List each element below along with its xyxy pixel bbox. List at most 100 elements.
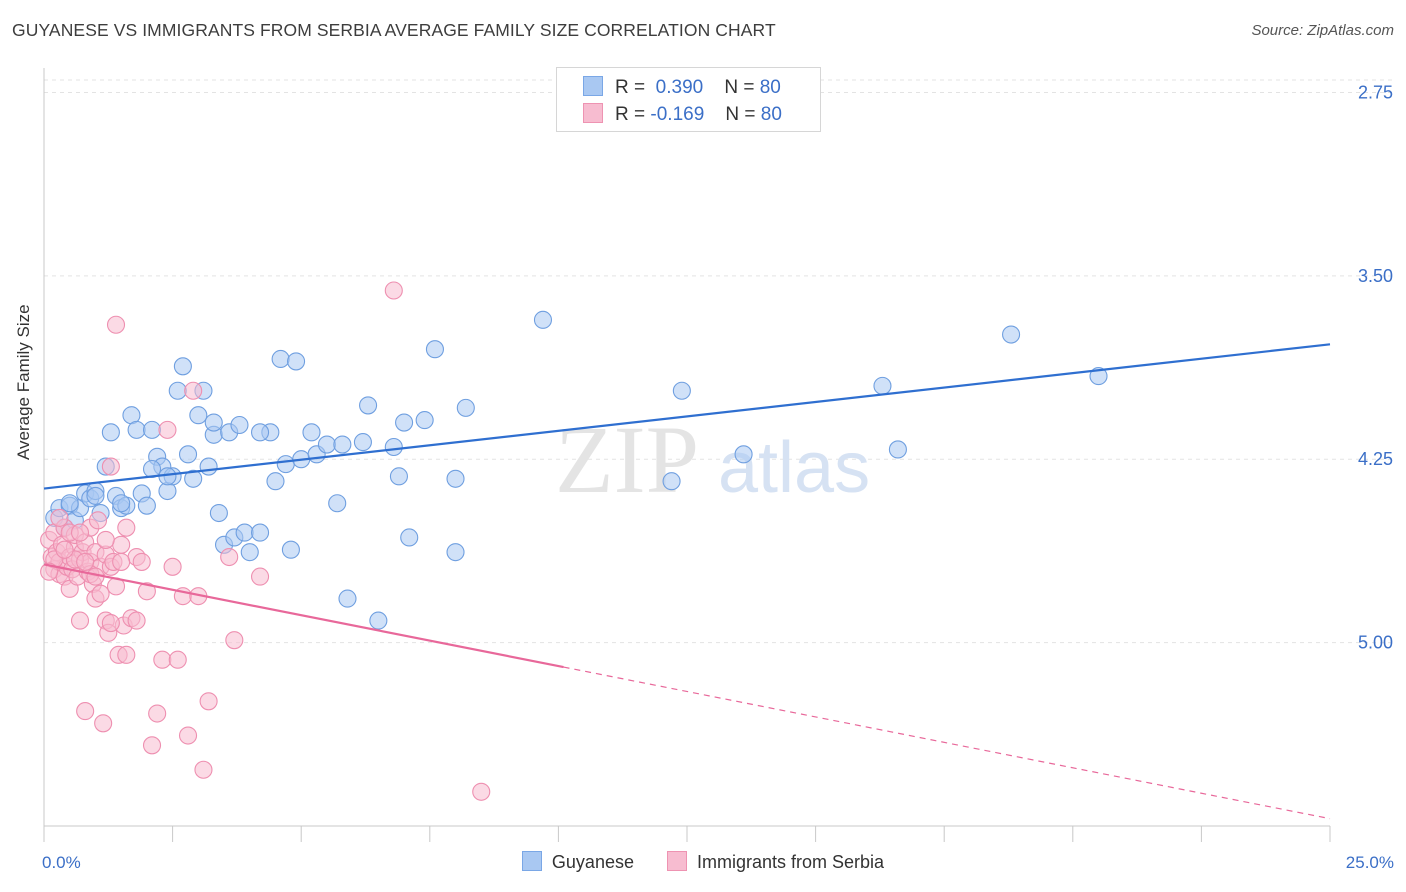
data-point: [281, 540, 300, 559]
legend-r-label: R =: [615, 77, 646, 98]
legend-item-guyanese: Guyanese: [521, 851, 634, 873]
watermark-atlas: atlas: [718, 428, 870, 508]
data-point: [384, 281, 403, 300]
data-point: [235, 523, 254, 542]
data-point: [888, 440, 907, 459]
trend-line-guyanese: [43, 343, 1331, 490]
y-tick-label: 2.75: [1358, 82, 1393, 102]
legend-n-label: N =: [725, 104, 756, 125]
data-point: [456, 398, 475, 417]
data-point: [353, 433, 372, 452]
watermark-zip: ZIP: [555, 406, 699, 513]
data-point: [302, 423, 321, 442]
data-point: [168, 381, 187, 400]
data-point: [369, 611, 388, 630]
data-point: [94, 714, 113, 733]
data-point: [333, 435, 352, 454]
legend-swatch-guyanese: [521, 851, 542, 871]
data-point: [1002, 325, 1021, 344]
legend-swatch-serbia: [667, 851, 687, 871]
data-point: [266, 472, 285, 491]
trend-line-serbia: [43, 563, 564, 669]
data-point: [50, 508, 69, 527]
x-tick-max: 25.0%: [1345, 853, 1394, 872]
data-point: [76, 702, 95, 721]
data-point: [204, 413, 223, 432]
data-point: [60, 494, 79, 513]
series-serbia: [40, 281, 491, 801]
data-point: [178, 726, 198, 745]
data-point: [132, 552, 151, 571]
data-point: [415, 411, 434, 430]
data-point: [184, 469, 203, 488]
y-tick-labels: 5.00 4.25 3.50 2.75: [1358, 82, 1393, 652]
data-point: [400, 528, 419, 547]
watermark: ZIP atlas: [555, 406, 870, 513]
data-point: [112, 494, 131, 513]
legend-swatch-guyanese: [583, 76, 603, 96]
data-point: [199, 457, 218, 476]
data-point: [173, 357, 192, 376]
data-point: [91, 584, 110, 603]
data-point: [446, 469, 465, 488]
trend-lines: [43, 343, 1331, 820]
data-point: [384, 437, 403, 457]
legend-item-serbia: Immigrants from Serbia: [667, 851, 884, 873]
legend-swatch-serbia: [583, 103, 603, 123]
data-point: [873, 376, 892, 395]
data-point: [70, 523, 90, 542]
data-point: [153, 650, 172, 669]
data-point: [137, 582, 156, 601]
data-point: [76, 552, 95, 571]
chart-title: GUYANESE VS IMMIGRANTS FROM SERBIA AVERA…: [12, 20, 776, 40]
data-point: [220, 547, 239, 567]
axes: [43, 68, 1331, 842]
data-point: [287, 352, 306, 371]
data-point: [189, 406, 208, 425]
data-point: [106, 315, 126, 334]
data-point: [142, 420, 162, 439]
data-point: [96, 530, 115, 549]
data-point: [163, 557, 182, 576]
data-point: [472, 782, 491, 801]
data-point: [40, 562, 59, 581]
data-point: [55, 540, 74, 559]
data-point: [158, 420, 177, 439]
y-tick-label: 3.50: [1358, 266, 1393, 286]
data-point: [178, 445, 198, 464]
chart-source: Source: ZipAtlas.com: [1251, 22, 1394, 39]
data-point: [672, 381, 691, 400]
data-point: [389, 467, 408, 486]
data-point: [184, 381, 203, 400]
y-tick-label: 4.25: [1358, 449, 1393, 469]
data-point: [425, 340, 444, 359]
legend-label-guyanese: Guyanese: [551, 852, 634, 872]
data-point: [127, 420, 146, 439]
data-point: [194, 760, 213, 779]
data-point: [317, 435, 336, 454]
legend-n-value-guyanese: 80: [759, 77, 781, 98]
legend-row-serbia: R = -0.169 N = 80: [583, 103, 782, 126]
data-point: [101, 614, 120, 633]
legend-row-guyanese: R = 0.390 N = 80: [583, 76, 781, 99]
data-point: [88, 511, 108, 530]
data-point: [137, 496, 156, 515]
data-point: [209, 503, 228, 523]
data-point: [250, 423, 270, 442]
data-point: [662, 472, 681, 491]
data-point: [734, 445, 753, 464]
legend-r-value-guyanese: 0.390: [655, 77, 704, 98]
data-point: [101, 457, 120, 476]
x-tick-min: 0.0%: [42, 853, 81, 872]
legend-n-label: N =: [724, 77, 755, 98]
data-point: [112, 535, 131, 554]
data-point: [250, 523, 270, 542]
data-point: [359, 396, 378, 415]
legend-label-serbia: Immigrants from Serbia: [697, 852, 885, 872]
data-point: [338, 589, 357, 608]
legend-n-value-serbia: 80: [760, 104, 782, 125]
series-legend: Guyanese Immigrants from Serbia: [0, 851, 1406, 873]
data-point: [101, 423, 120, 442]
data-point: [127, 611, 146, 630]
